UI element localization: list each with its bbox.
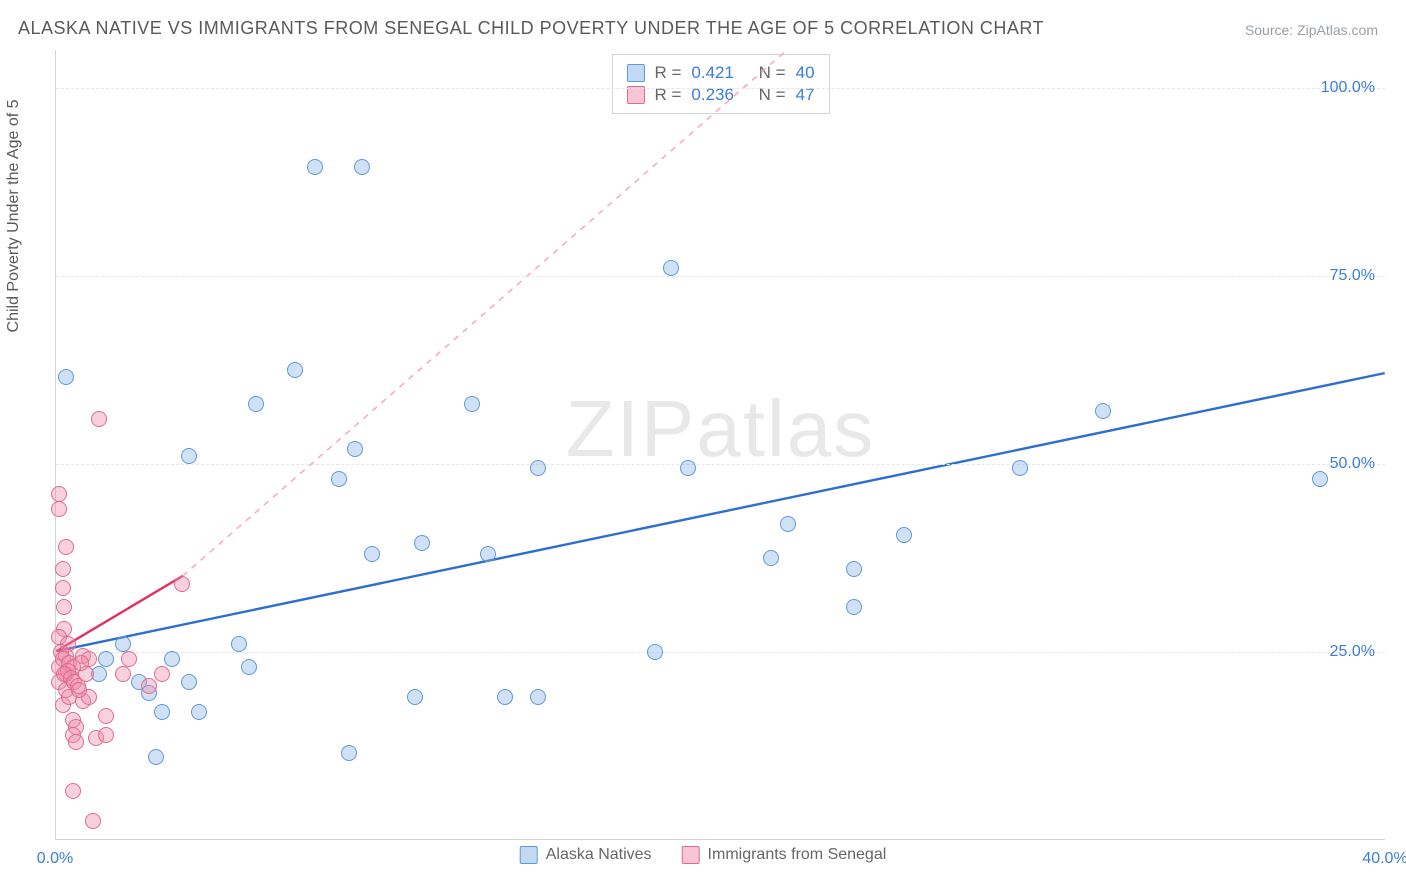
point-series2 [85, 813, 101, 829]
point-series1 [241, 659, 257, 675]
point-series1 [846, 561, 862, 577]
point-series1 [115, 636, 131, 652]
point-series1 [414, 535, 430, 551]
point-series1 [663, 260, 679, 276]
point-series1 [846, 599, 862, 615]
point-series1 [248, 396, 264, 412]
x-tick-label: 0.0% [37, 850, 73, 868]
point-series1 [347, 441, 363, 457]
point-series1 [1312, 471, 1328, 487]
r-label-s1: R = [654, 63, 681, 83]
point-series1 [181, 674, 197, 690]
point-series1 [364, 546, 380, 562]
point-series2 [73, 655, 89, 671]
n-value-s1: 40 [796, 63, 815, 83]
point-series1 [780, 516, 796, 532]
correlation-legend: R = 0.421 N = 40 R = 0.236 N = 47 [611, 54, 829, 114]
point-series2 [56, 599, 72, 615]
series-legend: Alaska Natives Immigrants from Senegal [520, 846, 887, 864]
point-series2 [51, 501, 67, 517]
gridline [56, 276, 1385, 277]
swatch-series1-icon [626, 64, 644, 82]
gridline [56, 88, 1385, 89]
point-series2 [51, 486, 67, 502]
point-series1 [181, 448, 197, 464]
point-series2 [98, 708, 114, 724]
watermark-atlas: atlas [696, 384, 875, 473]
point-series1 [191, 704, 207, 720]
point-series1 [530, 689, 546, 705]
point-series1 [331, 471, 347, 487]
plot-area: ZIPatlas R = 0.421 N = 40 R = 0.236 N = … [55, 50, 1385, 840]
y-axis-label: Child Poverty Under the Age of 5 [5, 99, 23, 332]
watermark-zip: ZIP [566, 384, 696, 473]
gridline [56, 464, 1385, 465]
point-series1 [354, 159, 370, 175]
legend-label-s2: Immigrants from Senegal [708, 846, 887, 864]
y-tick-label: 25.0% [1330, 643, 1375, 661]
point-series1 [1095, 403, 1111, 419]
y-tick-label: 100.0% [1321, 79, 1375, 97]
y-tick-label: 75.0% [1330, 267, 1375, 285]
point-series2 [71, 682, 87, 698]
point-series1 [231, 636, 247, 652]
point-series1 [464, 396, 480, 412]
point-series1 [480, 546, 496, 562]
point-series2 [115, 666, 131, 682]
point-series1 [680, 460, 696, 476]
chart-title: ALASKA NATIVE VS IMMIGRANTS FROM SENEGAL… [18, 18, 1044, 39]
point-series2 [65, 783, 81, 799]
point-series1 [530, 460, 546, 476]
point-series2 [55, 561, 71, 577]
legend-row-series1: R = 0.421 N = 40 [626, 63, 814, 83]
watermark: ZIPatlas [566, 383, 875, 475]
point-series1 [287, 362, 303, 378]
point-series2 [141, 678, 157, 694]
trend-line [183, 50, 787, 576]
point-series1 [98, 651, 114, 667]
point-series1 [154, 704, 170, 720]
point-series1 [341, 745, 357, 761]
point-series1 [164, 651, 180, 667]
point-series2 [174, 576, 190, 592]
point-series1 [1012, 460, 1028, 476]
y-tick-label: 50.0% [1330, 455, 1375, 473]
point-series2 [55, 580, 71, 596]
x-tick-label: 40.0% [1362, 850, 1406, 868]
n-label-s1: N = [759, 63, 786, 83]
point-series1 [307, 159, 323, 175]
swatch-series2-icon [682, 846, 700, 864]
point-series1 [407, 689, 423, 705]
swatch-series2-icon [626, 86, 644, 104]
r-value-s1: 0.421 [691, 63, 734, 83]
point-series2 [154, 666, 170, 682]
point-series2 [58, 539, 74, 555]
point-series2 [91, 411, 107, 427]
point-series1 [896, 527, 912, 543]
trend-lines-overlay [56, 50, 1385, 839]
gridline [56, 652, 1385, 653]
legend-label-s1: Alaska Natives [546, 846, 652, 864]
source-label: Source: ZipAtlas.com [1245, 22, 1378, 38]
swatch-series1-icon [520, 846, 538, 864]
legend-item-s1: Alaska Natives [520, 846, 652, 864]
trend-line [56, 373, 1384, 651]
point-series1 [58, 369, 74, 385]
point-series1 [763, 550, 779, 566]
point-series1 [647, 644, 663, 660]
legend-item-s2: Immigrants from Senegal [682, 846, 887, 864]
point-series1 [148, 749, 164, 765]
point-series2 [68, 734, 84, 750]
point-series1 [497, 689, 513, 705]
point-series2 [121, 651, 137, 667]
point-series2 [98, 727, 114, 743]
